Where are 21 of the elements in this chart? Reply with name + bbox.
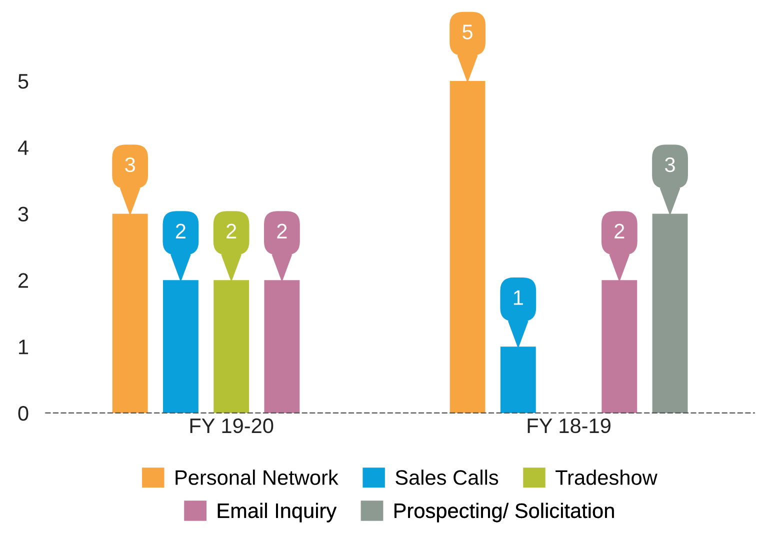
legend-label: Personal Network	[176, 470, 338, 485]
y-tick-label: 5	[18, 74, 28, 89]
y-tick-label: 2	[18, 273, 28, 288]
data-label: 2	[176, 224, 186, 238]
legend-label: Email Inquiry	[218, 502, 337, 522]
legend-label: Prospecting/ Solicitation	[394, 502, 614, 522]
x-tick-label: FY 18-19	[528, 418, 610, 434]
data-label: 1	[514, 290, 523, 305]
data-label: 3	[665, 157, 675, 172]
data-label: 2	[226, 224, 236, 238]
x-tick-label: FY 19-20	[190, 418, 274, 434]
legend-label: Sales Calls	[396, 470, 498, 485]
y-tick-label: 0	[18, 406, 28, 421]
legend-label: Tradeshow	[556, 470, 658, 485]
data-label: 5	[462, 24, 472, 40]
data-label: 2	[614, 224, 624, 238]
y-tick-label: 1	[19, 340, 28, 354]
y-tick-label: 4	[18, 140, 28, 155]
y-tick-label: 3	[18, 206, 28, 222]
data-label: 2	[277, 224, 287, 238]
data-label: 3	[125, 157, 135, 172]
